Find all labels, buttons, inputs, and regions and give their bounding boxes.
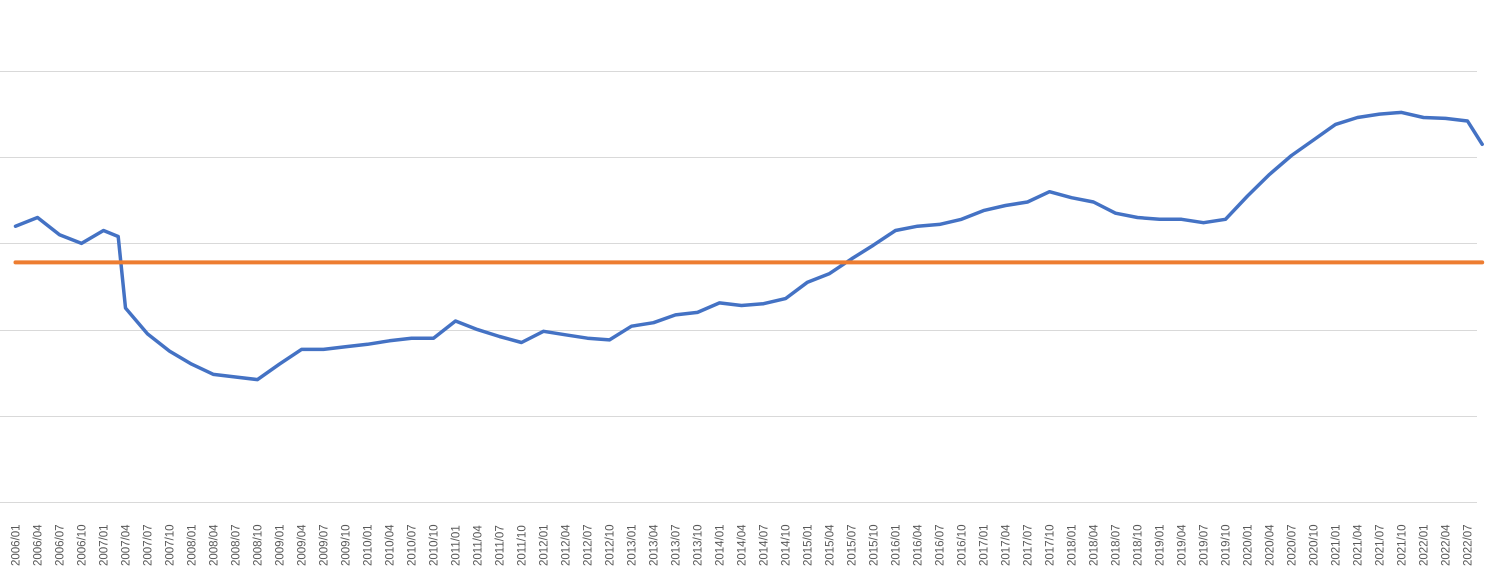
- x-tick-label: 2018/07: [1111, 524, 1123, 566]
- x-tick-label: 2007/01: [99, 524, 111, 566]
- x-tick-label: 2017/10: [1045, 524, 1057, 566]
- x-tick-label: 2015/07: [847, 524, 859, 566]
- x-tick-label: 2013/01: [627, 524, 639, 566]
- x-axis-labels: 2006/01 2006/04 2006/07 2006/10 2007/01 2007/…: [11, 524, 1475, 566]
- gridlines: [0, 71, 1477, 503]
- x-tick-label: 2021/07: [1375, 524, 1387, 566]
- x-tick-label: 2022/07: [1463, 524, 1475, 566]
- x-tick-label: 2013/07: [671, 524, 683, 566]
- x-tick-label: 2011/07: [495, 525, 507, 566]
- x-tick-label: 2009/07: [319, 524, 331, 566]
- x-tick-label: 2015/04: [825, 524, 837, 566]
- x-tick-label: 2006/01: [11, 524, 23, 566]
- x-tick-label: 2006/10: [77, 524, 89, 566]
- x-tick-label: 2012/04: [561, 524, 573, 566]
- x-tick-label: 2019/10: [1221, 524, 1233, 566]
- x-tick-label: 2010/04: [385, 524, 397, 566]
- x-tick-label: 2020/10: [1309, 524, 1321, 566]
- x-tick-label: 2014/07: [759, 524, 771, 566]
- x-tick-label: 2009/01: [275, 524, 287, 566]
- x-tick-label: 2016/07: [935, 524, 947, 566]
- x-tick-label: 2016/04: [913, 524, 925, 566]
- x-tick-label: 2008/10: [253, 524, 265, 566]
- x-tick-label: 2020/07: [1287, 524, 1299, 566]
- x-tick-label: 2019/01: [1155, 524, 1167, 566]
- x-tick-label: 2006/07: [55, 524, 67, 566]
- x-tick-label: 2019/07: [1199, 524, 1211, 566]
- x-tick-label: 2008/04: [209, 524, 221, 566]
- x-tick-label: 2018/01: [1067, 524, 1079, 566]
- x-tick-label: 2014/10: [781, 524, 793, 566]
- x-tick-label: 2008/07: [231, 524, 243, 566]
- x-tick-label: 2008/01: [187, 524, 199, 566]
- x-tick-label: 2018/04: [1089, 524, 1101, 566]
- x-tick-label: 2014/04: [737, 524, 749, 566]
- series-lines: [13, 110, 1485, 382]
- x-tick-label: 2007/07: [143, 524, 155, 566]
- x-tick-label: 2021/01: [1331, 524, 1343, 566]
- x-tick-label: 2021/04: [1353, 524, 1365, 566]
- x-tick-label: 2011/04: [473, 525, 485, 566]
- x-tick-label: 2007/10: [165, 524, 177, 566]
- x-tick-label: 2009/04: [297, 524, 309, 566]
- x-tick-label: 2016/01: [891, 524, 903, 566]
- x-tick-label: 2010/01: [363, 524, 375, 566]
- x-tick-label: 2015/10: [869, 524, 881, 566]
- x-tick-label: 2014/01: [715, 524, 727, 566]
- x-tick-label: 2019/04: [1177, 524, 1189, 566]
- x-tick-label: 2010/07: [407, 524, 419, 566]
- x-tick-label: 2011/10: [517, 525, 529, 566]
- x-tick-label: 2009/10: [341, 524, 353, 566]
- x-tick-label: 2022/01: [1419, 524, 1431, 566]
- x-tick-label: 2017/04: [1001, 524, 1013, 566]
- x-tick-label: 2010/10: [429, 524, 441, 566]
- x-tick-label: 2012/01: [539, 524, 551, 566]
- x-tick-label: 2007/04: [121, 524, 133, 566]
- x-tick-label: 2012/10: [605, 524, 617, 566]
- x-tick-label: 2012/07: [583, 524, 595, 566]
- x-tick-label: 2017/07: [1023, 524, 1035, 566]
- x-tick-label: 2021/10: [1397, 524, 1409, 566]
- x-tick-label: 2017/01: [979, 524, 991, 566]
- x-tick-label: 2015/01: [803, 524, 815, 566]
- x-tick-label: 2016/10: [957, 524, 969, 566]
- x-tick-label: 2018/10: [1133, 524, 1145, 566]
- x-tick-label: 2022/04: [1441, 524, 1453, 566]
- x-tick-label: 2020/01: [1243, 524, 1255, 566]
- x-tick-label: 2006/04: [33, 524, 45, 566]
- x-tick-label: 2020/04: [1265, 524, 1277, 566]
- x-tick-label: 2011/01: [451, 525, 463, 566]
- series-line-0: [13, 110, 1484, 382]
- x-tick-label: 2013/10: [693, 524, 705, 566]
- x-tick-label: 2013/04: [649, 524, 661, 566]
